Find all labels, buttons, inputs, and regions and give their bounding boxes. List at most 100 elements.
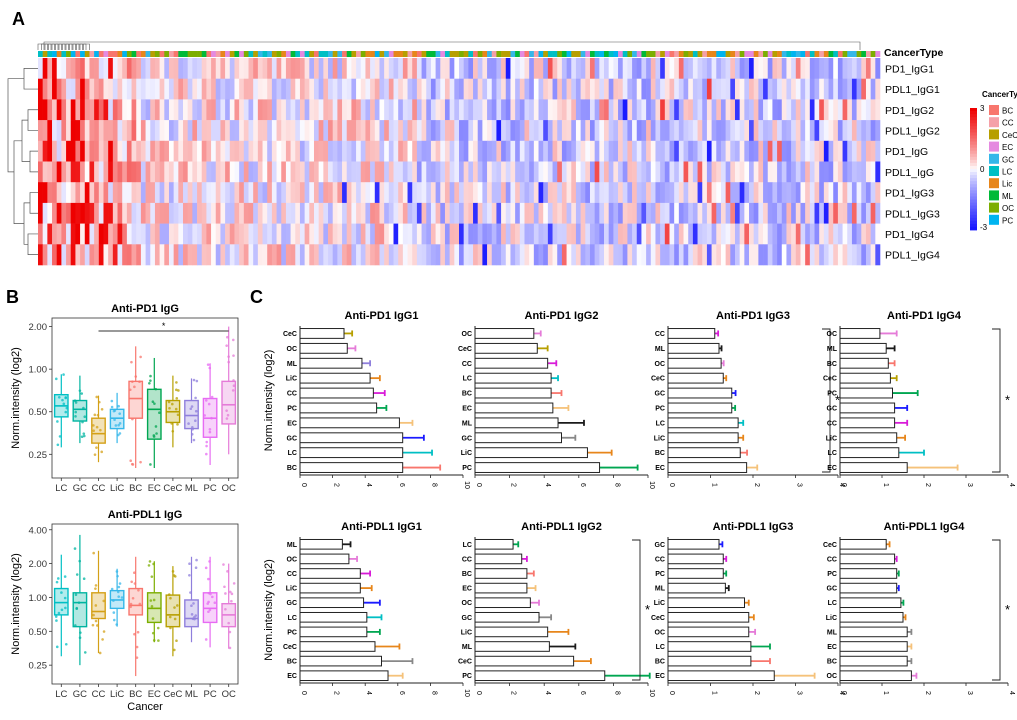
heatmap-cell <box>89 244 95 266</box>
heatmap-cell <box>398 120 404 142</box>
bar-lc <box>667 641 752 652</box>
heatmap-cell <box>206 244 212 266</box>
heatmap-cell <box>580 120 586 142</box>
heatmap-cell <box>477 244 483 266</box>
annotation-cell <box>538 51 544 57</box>
y-tick-label: CeC <box>283 331 297 338</box>
heatmap-cell <box>112 140 118 162</box>
heatmap-cell <box>547 140 553 162</box>
y-tick-label: LiC <box>826 615 837 622</box>
heatmap-cell <box>351 140 357 162</box>
heatmap-cell <box>823 244 829 266</box>
heatmap-cell <box>351 99 357 121</box>
heatmap-cell <box>42 223 48 245</box>
heatmap-cell <box>664 78 670 100</box>
data-point <box>154 387 158 391</box>
heatmap-cell <box>543 223 549 245</box>
y-tick-label: ML <box>287 542 298 549</box>
heatmap-cell <box>749 244 754 266</box>
data-point <box>195 379 199 383</box>
annotation-cell <box>870 51 876 57</box>
heatmap-cell <box>711 161 717 183</box>
heatmap-cell <box>655 161 661 183</box>
annotation-cell <box>56 51 62 57</box>
heatmap-cell <box>416 244 422 266</box>
data-point <box>64 606 67 610</box>
heatmap-cell <box>711 78 717 100</box>
data-point <box>232 384 236 388</box>
heatmap-cell <box>763 58 769 79</box>
heatmap-cell <box>449 223 455 245</box>
data-point <box>171 570 175 573</box>
heatmap-cell <box>267 78 273 100</box>
heatmap-cell <box>655 99 661 121</box>
annotation-cell <box>66 51 72 57</box>
heatmap-cell <box>234 182 240 204</box>
heatmap-cell <box>519 202 525 224</box>
data-point <box>190 604 193 608</box>
heatmap-cell <box>178 182 184 204</box>
x-tick-label: 8 <box>613 483 620 487</box>
heatmap-cell <box>136 58 142 79</box>
heatmap-cell <box>459 244 464 266</box>
heatmap-cell <box>496 140 502 162</box>
heatmap-cell <box>145 202 151 224</box>
heatmap-cell <box>416 182 422 204</box>
heatmap-cell <box>56 202 62 224</box>
y-tick-label: CeC <box>823 376 837 383</box>
heatmap-cell <box>678 244 684 266</box>
heatmap-cell <box>706 99 712 121</box>
heatmap-cell <box>440 161 446 183</box>
heatmap-cell <box>267 202 273 224</box>
heatmap-cell <box>842 223 848 245</box>
heatmap-cell <box>154 202 160 224</box>
heatmap-cell <box>402 120 408 142</box>
heatmap-cell <box>154 223 160 245</box>
data-point <box>204 638 208 641</box>
heatmap-cell <box>94 120 100 142</box>
heatmap-cell <box>356 58 362 79</box>
heatmap-cell <box>786 140 792 162</box>
y-tick-label: CC <box>827 556 837 563</box>
heatmap-cell <box>599 99 605 121</box>
colorbar-segment <box>970 199 977 203</box>
heatmap-cell <box>229 140 235 162</box>
annotation-cell <box>580 51 586 57</box>
data-point <box>118 582 122 585</box>
heatmap-cell <box>145 244 151 266</box>
heatmap-cell <box>795 182 801 204</box>
heatmap-cell <box>669 244 675 266</box>
heatmap-cell <box>122 140 128 162</box>
heatmap-cell <box>262 161 268 183</box>
annotation-cell <box>309 51 315 57</box>
heatmap-cell <box>98 120 104 142</box>
data-point <box>204 399 208 402</box>
heatmap-cell <box>837 182 843 204</box>
column-dendrogram-branch <box>62 43 69 50</box>
heatmap-cell <box>42 120 48 142</box>
heatmap-cell <box>173 140 179 162</box>
heatmap-cell <box>234 78 240 100</box>
heatmap-cell <box>159 78 165 100</box>
x-tick-label: 10 <box>463 481 470 489</box>
heatmap-cell <box>337 99 343 121</box>
heatmap-cell <box>197 99 203 121</box>
data-point <box>189 407 193 411</box>
annotation-cell <box>515 51 521 57</box>
heatmap-cell <box>257 223 263 245</box>
legend-swatch <box>989 178 999 189</box>
heatmap-cell <box>524 99 530 121</box>
heatmap-cell <box>594 99 600 121</box>
heatmap-cell <box>435 244 441 266</box>
annotation-cell <box>295 51 301 57</box>
heatmap-cell <box>276 161 282 183</box>
heatmap-cell <box>267 244 273 266</box>
heatmap-cell <box>164 99 170 121</box>
heatmap-cell <box>678 99 684 121</box>
heatmap-cell <box>744 99 750 121</box>
annotation-cell <box>763 51 769 57</box>
heatmap-cell <box>444 58 450 79</box>
data-point <box>83 651 87 654</box>
heatmap-cell <box>299 161 305 183</box>
heatmap-cell <box>758 120 764 142</box>
